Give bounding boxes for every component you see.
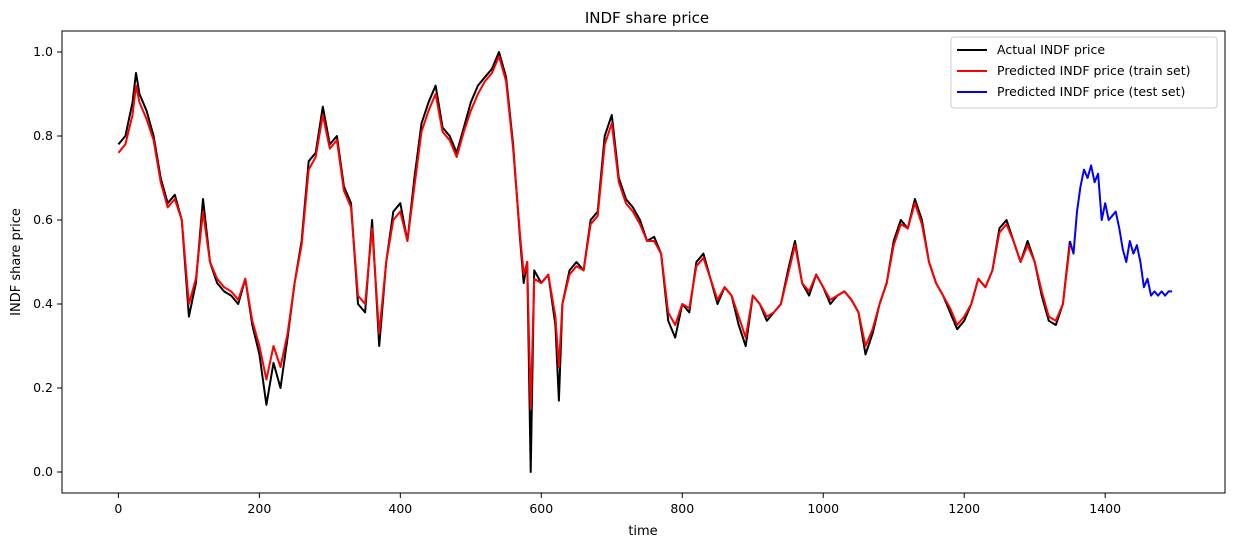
y-tick-label: 0.8 [33,128,53,143]
series-layer [117,51,1173,473]
chart-title: INDF share price [585,9,709,27]
plot-frame [61,30,1226,494]
x-axis-label: time [628,524,657,539]
x-tick-label: 800 [670,501,694,516]
y-tick-label: 0.4 [33,296,53,311]
legend-label-2: Predicted INDF price (test set) [997,84,1185,99]
y-tick-label: 1.0 [33,44,53,59]
y-tick-label: 0.0 [33,464,53,479]
series-line-1 [117,55,1071,410]
x-tick-label: 1000 [807,501,839,516]
y-axis-label: INDF share price [9,208,24,316]
y-tick-label: 0.2 [33,380,53,395]
x-tick-label: 0 [114,501,122,516]
x-tick-label: 1200 [948,501,980,516]
x-tick-label: 400 [388,501,412,516]
y-tick-label: 0.6 [33,212,53,227]
y-axis-ticks: 0.0 0.2 0.4 0.6 0.8 1.0 [33,44,62,479]
legend-label-1: Predicted INDF price (train set) [997,63,1191,78]
x-tick-label: 600 [529,501,553,516]
legend: Actual INDF price Predicted INDF price (t… [950,36,1218,109]
series-line-2 [1068,164,1173,297]
x-tick-label: 1400 [1089,501,1121,516]
x-axis-ticks: 0 200 400 600 800 1000 1200 1400 [114,493,1121,516]
x-tick-label: 200 [247,501,271,516]
legend-frame [950,36,1218,109]
legend-label-0: Actual INDF price [997,42,1105,57]
